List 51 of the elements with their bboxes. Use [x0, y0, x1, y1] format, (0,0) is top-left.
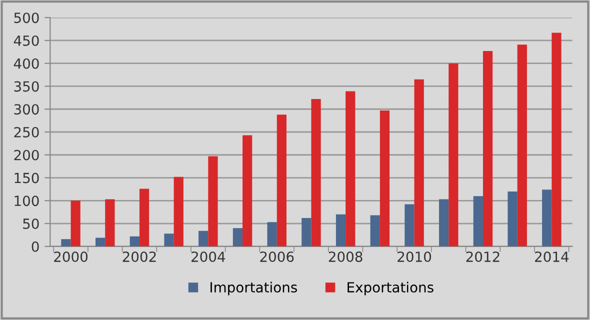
bar — [336, 214, 346, 246]
bar — [346, 91, 356, 246]
x-tick-label: 2006 — [260, 252, 294, 262]
y-tick-label: 50 — [23, 218, 39, 229]
y-tick-label: 300 — [14, 104, 39, 115]
bar — [404, 204, 414, 246]
x-tick-label: 2008 — [328, 252, 362, 262]
bar — [311, 99, 321, 246]
bar — [130, 236, 140, 246]
y-tick-label: 400 — [14, 58, 39, 69]
bar — [482, 51, 493, 246]
bar — [174, 176, 184, 246]
x-tick-label: 2000 — [54, 252, 88, 262]
bar — [508, 191, 518, 246]
bar — [448, 63, 458, 246]
bar — [105, 199, 115, 246]
legend-label: Importations — [210, 282, 297, 296]
y-tick-label: 500 — [14, 12, 39, 24]
bar — [208, 156, 218, 246]
bar — [232, 228, 243, 246]
bar — [70, 200, 80, 246]
bar — [164, 234, 174, 246]
bar — [267, 222, 277, 246]
bar — [276, 114, 286, 246]
y-tick-label: 0 — [32, 241, 39, 252]
x-tick-label: 2012 — [466, 252, 500, 262]
y-tick-label: 150 — [14, 172, 39, 184]
bar — [473, 196, 483, 246]
x-tick-label: 2014 — [535, 252, 569, 262]
x-tick-label: 2002 — [122, 252, 156, 262]
bar — [198, 230, 208, 246]
legend-label: Exportations — [348, 282, 434, 296]
bar — [552, 32, 562, 246]
bar — [302, 218, 312, 246]
bar — [439, 199, 449, 246]
bar — [517, 44, 527, 246]
y-tick-label: 200 — [14, 150, 39, 160]
bar — [414, 79, 424, 246]
bar — [95, 238, 106, 246]
bar — [370, 215, 380, 246]
x-tick-label: 2004 — [192, 252, 226, 262]
bar — [542, 190, 552, 246]
y-tick-label: 250 — [14, 126, 39, 138]
bar — [61, 239, 71, 246]
y-tick-label: 450 — [14, 35, 39, 46]
y-tick-label: 350 — [14, 81, 39, 92]
x-tick-label: 2010 — [398, 252, 432, 262]
bar — [139, 188, 150, 246]
bar — [380, 110, 390, 246]
bar — [242, 135, 252, 246]
y-tick-label: 100 — [14, 196, 39, 206]
